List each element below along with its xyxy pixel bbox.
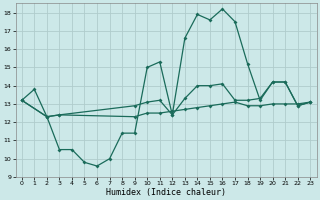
X-axis label: Humidex (Indice chaleur): Humidex (Indice chaleur)	[106, 188, 226, 197]
